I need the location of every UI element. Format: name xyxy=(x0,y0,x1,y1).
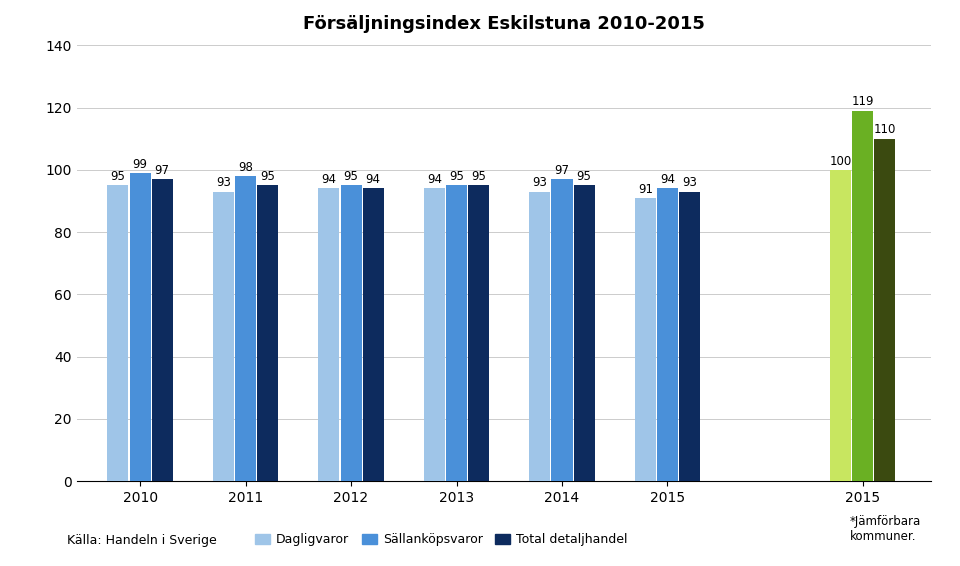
Bar xyxy=(679,191,700,481)
Text: 99: 99 xyxy=(132,158,148,171)
Text: 91: 91 xyxy=(637,183,653,196)
Text: 94: 94 xyxy=(660,173,675,186)
Legend: Dagligvaror, Sällanköpsvaror, Total detaljhandel: Dagligvaror, Sällanköpsvaror, Total deta… xyxy=(250,528,633,551)
Text: 93: 93 xyxy=(683,177,697,190)
Text: 95: 95 xyxy=(449,170,464,183)
Text: 100: 100 xyxy=(829,155,852,168)
Bar xyxy=(830,170,851,481)
Text: 97: 97 xyxy=(155,164,170,177)
Bar xyxy=(551,179,572,481)
Text: *Jämförbara
kommuner.: *Jämförbara kommuner. xyxy=(850,515,921,543)
Text: 95: 95 xyxy=(471,170,486,183)
Bar xyxy=(213,191,234,481)
Bar xyxy=(852,110,874,481)
Text: 110: 110 xyxy=(874,123,896,136)
Bar xyxy=(574,186,594,481)
Text: 95: 95 xyxy=(260,170,276,183)
Text: Källa: Handeln i Sverige: Källa: Handeln i Sverige xyxy=(67,534,217,547)
Bar xyxy=(529,191,550,481)
Text: 95: 95 xyxy=(577,170,591,183)
Bar xyxy=(152,179,173,481)
Bar xyxy=(468,186,490,481)
Bar xyxy=(875,139,896,481)
Bar xyxy=(130,173,151,481)
Text: 93: 93 xyxy=(216,177,230,190)
Bar xyxy=(363,188,384,481)
Bar xyxy=(446,186,468,481)
Bar xyxy=(635,198,656,481)
Text: 95: 95 xyxy=(344,170,358,183)
Bar xyxy=(235,176,256,481)
Text: 94: 94 xyxy=(427,173,442,186)
Bar xyxy=(257,186,278,481)
Text: 119: 119 xyxy=(852,96,874,109)
Title: Försäljningsindex Eskilstuna 2010-2015: Försäljningsindex Eskilstuna 2010-2015 xyxy=(303,15,705,33)
Bar xyxy=(341,186,362,481)
Bar xyxy=(657,188,678,481)
Text: 97: 97 xyxy=(555,164,569,177)
Bar xyxy=(423,188,444,481)
Text: 94: 94 xyxy=(322,173,336,186)
Text: 94: 94 xyxy=(366,173,381,186)
Text: 95: 95 xyxy=(110,170,126,183)
Bar xyxy=(108,186,129,481)
Bar xyxy=(319,188,340,481)
Text: 93: 93 xyxy=(533,177,547,190)
Text: 98: 98 xyxy=(238,161,253,174)
